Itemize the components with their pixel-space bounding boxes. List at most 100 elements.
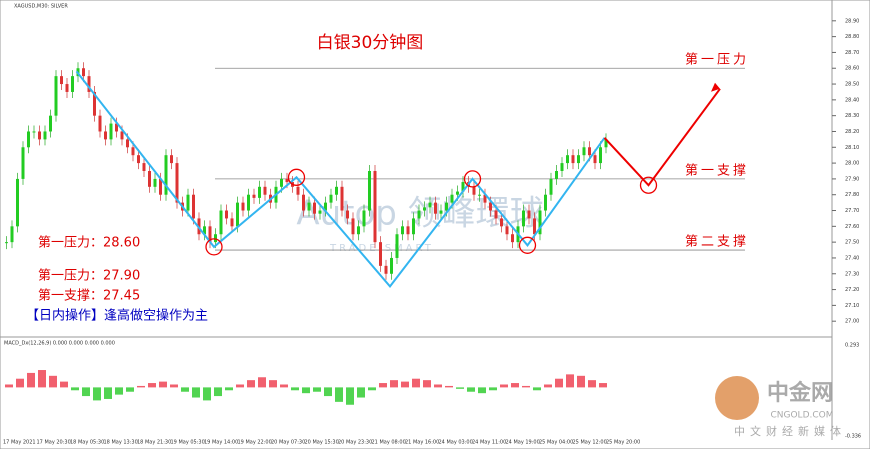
macd-bar xyxy=(247,380,255,388)
candle xyxy=(593,155,597,164)
macd-bar xyxy=(269,380,277,388)
y-tick-label: 27.40 xyxy=(845,255,859,261)
candle xyxy=(27,131,30,148)
macd-bar xyxy=(456,387,464,389)
candle xyxy=(65,84,69,92)
level-label: 第二支撑 xyxy=(685,235,749,250)
candle xyxy=(230,218,234,227)
macd-bar xyxy=(280,384,288,388)
candle xyxy=(164,155,168,195)
macd-bar xyxy=(566,374,574,388)
candle xyxy=(472,186,476,195)
macd-bar xyxy=(489,387,497,391)
candle xyxy=(538,210,542,235)
arrow-head xyxy=(711,82,720,92)
candle xyxy=(505,226,509,235)
candle xyxy=(373,171,377,243)
candle xyxy=(5,242,8,244)
candle xyxy=(401,226,404,235)
candle xyxy=(395,234,399,258)
macd-bar xyxy=(423,380,431,388)
macd-bar xyxy=(390,380,398,388)
level-label: 第一支撑 xyxy=(685,163,749,178)
candle xyxy=(247,194,250,211)
candle xyxy=(544,194,547,211)
note: 第一压力：27.90 xyxy=(38,269,140,284)
x-tick-label: 19 May 05:30 xyxy=(171,440,205,446)
candle xyxy=(357,226,360,235)
candle xyxy=(313,202,316,214)
y-tick-label: 27.80 xyxy=(845,192,859,198)
x-tick-label: 18 May 13:30 xyxy=(104,440,138,446)
candle xyxy=(148,171,151,187)
candle xyxy=(115,123,118,132)
y-tick-label: 28.20 xyxy=(845,129,859,135)
symbol-header: XAGUSD,M30: SILVER xyxy=(14,4,68,10)
pivot-circle xyxy=(639,176,658,194)
macd-bar xyxy=(368,387,376,391)
macd-bar xyxy=(137,385,145,388)
candle xyxy=(406,226,410,235)
macd-bar xyxy=(467,387,475,392)
candle xyxy=(16,178,19,227)
y-tick-label: 28.70 xyxy=(845,50,859,56)
candle xyxy=(54,76,58,116)
x-tick-label: 20 May 07:30 xyxy=(271,440,305,446)
logo-mark xyxy=(715,376,759,420)
candle xyxy=(351,218,355,235)
candle xyxy=(450,194,454,203)
logo-site: CNGOLD.COM xyxy=(770,411,833,421)
level-label: 第一压力 xyxy=(685,53,749,68)
x-tick-label: 21 May 16:00 xyxy=(405,440,439,446)
candle xyxy=(71,76,74,92)
chart-title: 白银30分钟图 xyxy=(317,33,424,53)
candle xyxy=(346,210,349,219)
candle xyxy=(423,207,426,211)
macd-bar xyxy=(533,387,541,391)
x-tick-label: 18 May 05:30 xyxy=(70,440,104,446)
candle xyxy=(522,210,525,227)
candle xyxy=(489,202,492,211)
pivot-circle xyxy=(463,170,482,188)
macd-bar xyxy=(357,387,365,398)
y-tick-label: 27.90 xyxy=(845,176,859,182)
macd-bar xyxy=(599,383,607,388)
macd-bar xyxy=(324,387,332,397)
macd-bar xyxy=(115,387,123,395)
x-tick-label: 20 May 15:30 xyxy=(305,440,339,446)
candle xyxy=(203,226,206,235)
candle xyxy=(417,210,421,219)
x-tick-label: 25 May 04:00 xyxy=(539,440,573,446)
candle xyxy=(368,171,371,211)
y-tick-label: 28.80 xyxy=(845,34,859,40)
macd-bar xyxy=(214,387,222,397)
candle xyxy=(500,218,503,227)
macd-tick-label: 0.293 xyxy=(845,343,859,349)
y-tick-label: 27.20 xyxy=(845,287,859,293)
candle xyxy=(549,178,553,195)
candle xyxy=(527,210,531,219)
macd-bar xyxy=(16,378,24,388)
candle xyxy=(362,210,366,227)
macd-bar xyxy=(27,372,35,388)
candle xyxy=(599,147,602,164)
candle xyxy=(412,218,415,235)
candle xyxy=(379,242,382,266)
x-tick-label: 20 May 23:30 xyxy=(338,440,372,446)
candle xyxy=(159,178,162,195)
candle xyxy=(390,257,393,274)
macd-bar xyxy=(236,384,244,388)
candle xyxy=(49,115,52,132)
x-tick-label: 17 May 2021 xyxy=(3,440,36,446)
candle xyxy=(434,202,437,214)
candle xyxy=(384,265,388,274)
macd-bar xyxy=(555,378,563,388)
macd-bar xyxy=(5,384,13,388)
x-tick-label: 19 May 22:00 xyxy=(238,440,272,446)
candle xyxy=(340,186,344,211)
candle xyxy=(192,194,195,219)
candle xyxy=(555,171,558,179)
y-tick-label: 27.70 xyxy=(845,208,859,214)
candle xyxy=(483,194,487,203)
candle xyxy=(511,234,514,243)
